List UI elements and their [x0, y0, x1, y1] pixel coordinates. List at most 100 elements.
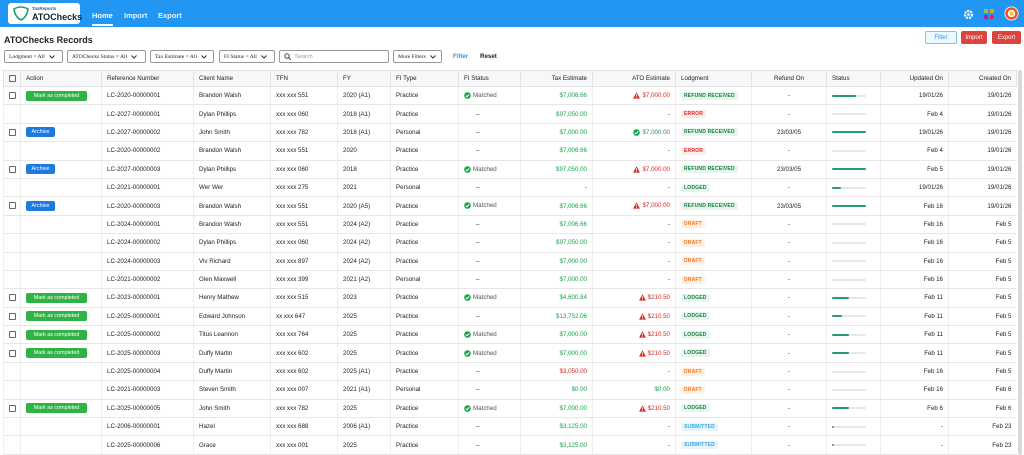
client: Dylan Phillips: [199, 165, 237, 173]
table-cell: [20, 362, 102, 382]
ato-estimate: $210.50: [647, 312, 670, 320]
fi-status: Matched: [473, 202, 497, 210]
fi-type: Practice: [396, 110, 419, 118]
table-cell: [3, 141, 21, 161]
filter-link[interactable]: Filter: [453, 53, 469, 60]
nav-link[interactable]: Import: [124, 11, 148, 20]
filter-select[interactable]: ATOChecks Status = All: [67, 50, 146, 63]
ato-estimate: $210.50: [647, 404, 670, 412]
settings-icon[interactable]: [963, 9, 974, 20]
table-row: Mark as completed LC-2025-00000003 Duffy M…: [3, 343, 1017, 363]
client: Henry Mathew: [199, 294, 239, 302]
apps-icon[interactable]: [984, 9, 995, 20]
filter-select[interactable]: FI Status = All: [219, 50, 275, 63]
table-cell: 2025: [337, 399, 391, 419]
table-cell: Feb 16: [880, 270, 949, 290]
table-cell: -: [592, 215, 676, 235]
ato-estimate: -: [667, 147, 670, 155]
table-cell: Brandon Walsh: [193, 196, 271, 216]
more-filters[interactable]: More Filters: [393, 50, 442, 63]
action-button[interactable]: Mark as completed: [26, 348, 87, 359]
filter-select[interactable]: Lodgment = All: [4, 50, 63, 63]
import-button[interactable]: Import: [961, 31, 987, 44]
table-cell: Feb 5: [948, 362, 1017, 382]
table-cell: LODGED: [675, 399, 752, 419]
row-checkbox[interactable]: [9, 294, 16, 302]
table-cell: Feb 6: [948, 380, 1017, 400]
filter-select[interactable]: Tax Estimate = All: [150, 50, 214, 63]
progress-track: [832, 223, 866, 226]
action-button[interactable]: Mark as completed: [26, 311, 87, 322]
table-cell: Feb 5: [948, 252, 1017, 271]
table-cell: Practice: [390, 288, 459, 308]
row-checkbox[interactable]: [9, 92, 16, 100]
export-button[interactable]: Export: [992, 31, 1021, 44]
table-cell: –: [458, 252, 521, 271]
fi-type: Practice: [396, 312, 419, 320]
table-cell: [20, 417, 102, 437]
table-cell: [3, 435, 21, 455]
row-checkbox[interactable]: [9, 312, 16, 320]
table-cell: $7,000.00: [592, 86, 676, 106]
created-on: 19/01/26: [987, 202, 1012, 210]
table-cell: [20, 104, 102, 124]
tfn: xxx xxx 897: [276, 257, 309, 265]
table-cell: [3, 252, 21, 271]
fi-type: Personal: [396, 184, 421, 192]
table-cell: Feb 16: [880, 252, 949, 271]
updated-on: Feb 16: [923, 202, 943, 210]
row-checkbox[interactable]: [9, 202, 16, 210]
action-button[interactable]: Archive: [26, 201, 55, 212]
row-checkbox[interactable]: [9, 349, 16, 357]
table-cell: –: [458, 104, 521, 124]
fy: 2025: [343, 331, 357, 339]
progress-track: [832, 352, 866, 355]
updated-on: Feb 16: [923, 386, 943, 394]
progress-track: [832, 296, 866, 299]
action-button[interactable]: Mark as completed: [26, 90, 87, 101]
avatar[interactable]: [1004, 6, 1019, 21]
logo[interactable]: TaxReports ATOChecks: [8, 3, 82, 24]
table-cell: Practice: [390, 307, 459, 327]
tfn: xxx xxx 007: [276, 386, 309, 394]
search-input[interactable]: Search: [279, 50, 389, 63]
row-checkbox[interactable]: [9, 128, 16, 136]
table-cell: Hazel: [193, 417, 271, 437]
column-header: Created On: [948, 70, 1017, 87]
action-button[interactable]: Mark as completed: [26, 292, 87, 303]
action-button[interactable]: Archive: [26, 127, 55, 138]
row-checkbox[interactable]: [9, 331, 16, 339]
table-cell: Feb 16: [880, 380, 949, 400]
created-on: Feb 5: [995, 239, 1012, 247]
table-cell: LC-2021-00000002: [101, 270, 194, 290]
chevron: [260, 54, 267, 59]
fy: 2024 (A2): [343, 257, 371, 265]
client: Hazel: [199, 423, 215, 431]
created-on: Feb 5: [995, 276, 1012, 284]
search-placeholder: Search: [295, 53, 313, 60]
filter-button[interactable]: Filter: [925, 31, 957, 44]
lodgment-badge: LODGED: [681, 293, 710, 302]
table-cell: [826, 343, 881, 363]
tfn: xxx xxx 782: [276, 128, 309, 136]
action-button[interactable]: Mark as completed: [26, 403, 87, 414]
table-cell: 19/01/26: [948, 141, 1017, 161]
row-checkbox[interactable]: [9, 165, 16, 173]
fi-type: Practice: [396, 165, 419, 173]
row-checkbox[interactable]: [9, 404, 16, 412]
column-header: TFN: [270, 70, 338, 87]
created-on: 19/01/26: [987, 110, 1012, 118]
table-cell: 2024 (A2): [337, 215, 391, 235]
select-all[interactable]: [9, 74, 16, 82]
reset-link[interactable]: Reset: [480, 53, 497, 60]
table-cell: $7,000.00: [520, 399, 593, 419]
ok-icon: [464, 331, 471, 339]
table-cell: Matched: [458, 288, 521, 308]
action-button[interactable]: Mark as completed: [26, 329, 87, 340]
nav-link[interactable]: Export: [158, 11, 182, 20]
tfn: xxx xxx 060: [276, 239, 309, 247]
nav-link[interactable]: Home: [92, 11, 113, 26]
action-button[interactable]: Archive: [26, 164, 55, 175]
scrollbar[interactable]: [1018, 70, 1022, 455]
table-cell: xxx xxx 275: [270, 178, 338, 198]
